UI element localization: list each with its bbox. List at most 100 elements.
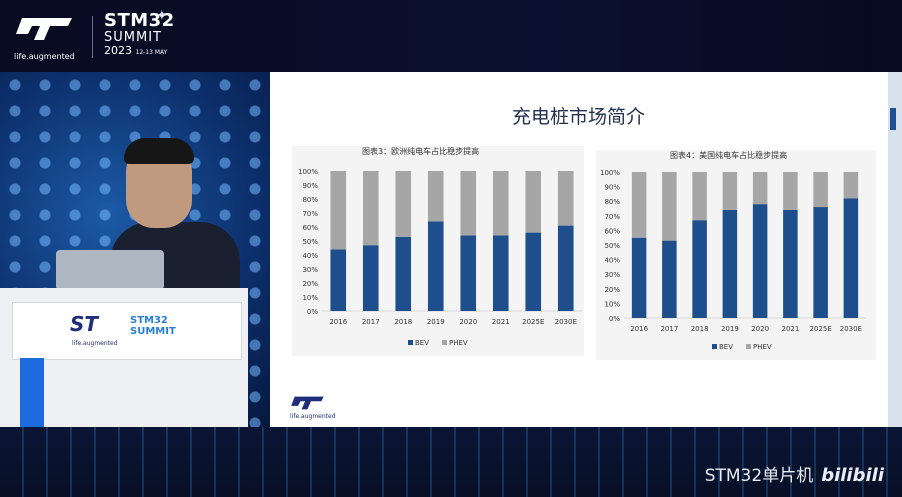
y-tick-label: 60% [604, 227, 620, 235]
podium-st-logo-icon: ST [70, 312, 99, 336]
y-tick-label: 100% [298, 168, 318, 176]
bar-phev [460, 171, 477, 236]
x-tick-label: 2030E [840, 325, 862, 333]
bar-bev [395, 236, 412, 311]
y-tick-label: 50% [302, 238, 318, 246]
sparkle-icon: ✦ [156, 8, 168, 24]
bar-bev [460, 235, 477, 311]
bar-bev [427, 221, 444, 311]
legend-label-bev: BEV [719, 343, 733, 351]
bar-phev [813, 172, 828, 208]
slide-title: 充电桩市场简介 [512, 106, 646, 128]
presenter-hair [124, 138, 194, 164]
bar-phev [631, 172, 647, 238]
laptop [56, 250, 164, 290]
slide-st-logo-icon [291, 396, 324, 410]
bar-bev [525, 232, 542, 311]
chart-europe-title: 图表3：欧洲纯电车占比稳步提高 [362, 147, 480, 156]
y-tick-label: 50% [604, 242, 620, 250]
bar-bev [843, 198, 859, 318]
chart-usa-plot: 0% 10% 20% 30% 40% 50% 60% 70% 80% 90% 100% 2016 201… [600, 169, 866, 351]
bar-phev [362, 171, 379, 246]
y-tick-label: 30% [302, 266, 318, 274]
x-tick-label: 2019 [427, 318, 445, 326]
y-tick-label: 90% [302, 182, 318, 190]
stage-bottom: STM32单片机 bilibili [0, 427, 902, 497]
watermark-channel: STM32单片机 [704, 466, 814, 486]
bar-bev [631, 237, 647, 318]
x-tick-label: 2020 [751, 325, 769, 333]
y-tick-label: 10% [302, 294, 318, 302]
bar-bev [752, 204, 768, 318]
y-tick-label: 80% [302, 196, 318, 204]
summit-name: STM32 [104, 10, 175, 31]
podium-tagline: life.augmented [72, 340, 118, 347]
bar-phev [427, 171, 444, 222]
bar-phev [843, 172, 859, 199]
st-logo: life.augmented [14, 14, 78, 61]
bar-phev [492, 171, 509, 236]
bar-phev [692, 172, 707, 221]
bar-phev [557, 171, 574, 226]
y-tick-label: 100% [600, 169, 620, 177]
podium-summit-logo: STM32 SUMMIT [130, 315, 176, 337]
bar-bev [330, 249, 347, 311]
x-tick-label: 2025E [810, 325, 832, 333]
podium-accent [20, 358, 44, 427]
y-tick-label: 40% [302, 252, 318, 260]
y-tick-label: 10% [604, 300, 620, 308]
x-tick-label: 2016 [630, 325, 648, 333]
y-tick-label: 0% [307, 308, 318, 316]
legend-swatch [746, 344, 751, 349]
x-tick-label: 2025E [522, 318, 544, 326]
chart-usa-title: 图表4：美国纯电车占比稳步提高 [670, 151, 788, 160]
bar-bev [662, 240, 677, 318]
chart-europe-plot: 0% 10% 20% 30% 40% 50% 60% 70% 80% 90% 100% 2016 201… [298, 168, 582, 347]
summit-logo: STM32 SUMMIT 2023 12-13 MAY [104, 10, 175, 57]
x-tick-label: 2017 [660, 325, 678, 333]
chart-usa: 图表4：美国纯电车占比稳步提高 0% 10% 20% 30% 40% 50% 60% 70% 8… [596, 150, 876, 360]
y-tick-label: 0% [609, 315, 620, 323]
bar-phev [752, 172, 768, 205]
stage-video: ST life.augmented STM32 SUMMIT [0, 72, 270, 427]
legend-swatch [712, 344, 717, 349]
x-tick-label: 2021 [492, 318, 510, 326]
bar-bev [557, 225, 574, 311]
bar-phev [525, 171, 542, 233]
bar-bev [722, 209, 738, 318]
x-tick-label: 2018 [691, 325, 709, 333]
legend-label-phev: PHEV [753, 343, 772, 351]
x-tick-label: 2020 [459, 318, 477, 326]
x-tick-label: 2019 [721, 325, 739, 333]
summit-word: SUMMIT [104, 30, 162, 45]
bar-bev [813, 207, 828, 318]
podium-front [12, 302, 242, 360]
x-tick-label: 2021 [781, 325, 799, 333]
event-header: life.augmented STM32 SUMMIT 2023 12-13 M… [0, 0, 902, 72]
y-tick-label: 70% [604, 213, 620, 221]
bar-bev [783, 209, 798, 318]
bar-phev [662, 172, 677, 241]
x-tick-label: 2018 [394, 318, 412, 326]
bar-phev [783, 172, 798, 210]
bar-phev [722, 172, 738, 210]
y-tick-label: 40% [604, 257, 620, 265]
legend-swatch [408, 340, 413, 345]
bilibili-logo: bilibili [821, 465, 884, 486]
bar-bev [692, 220, 707, 318]
slide-logo-tagline: life.augmented [290, 413, 336, 420]
y-tick-label: 60% [302, 224, 318, 232]
chart-europe: 图表3：欧洲纯电车占比稳步提高 0% 10% 20% 30% 40% 50% 60% 70% 8… [292, 146, 584, 356]
bar-bev [362, 245, 379, 311]
y-tick-label: 90% [604, 184, 620, 192]
video-watermark: STM32单片机 bilibili [705, 461, 884, 486]
y-tick-label: 20% [302, 280, 318, 288]
x-tick-label: 2016 [329, 318, 347, 326]
summit-date: 12-13 MAY [135, 49, 168, 56]
x-tick-label: 2017 [362, 318, 380, 326]
summit-year: 2023 12-13 MAY [104, 44, 168, 57]
slide-edge-accent [888, 72, 902, 427]
legend-swatch [442, 340, 447, 345]
bar-phev [395, 171, 412, 237]
y-tick-label: 20% [604, 286, 620, 294]
